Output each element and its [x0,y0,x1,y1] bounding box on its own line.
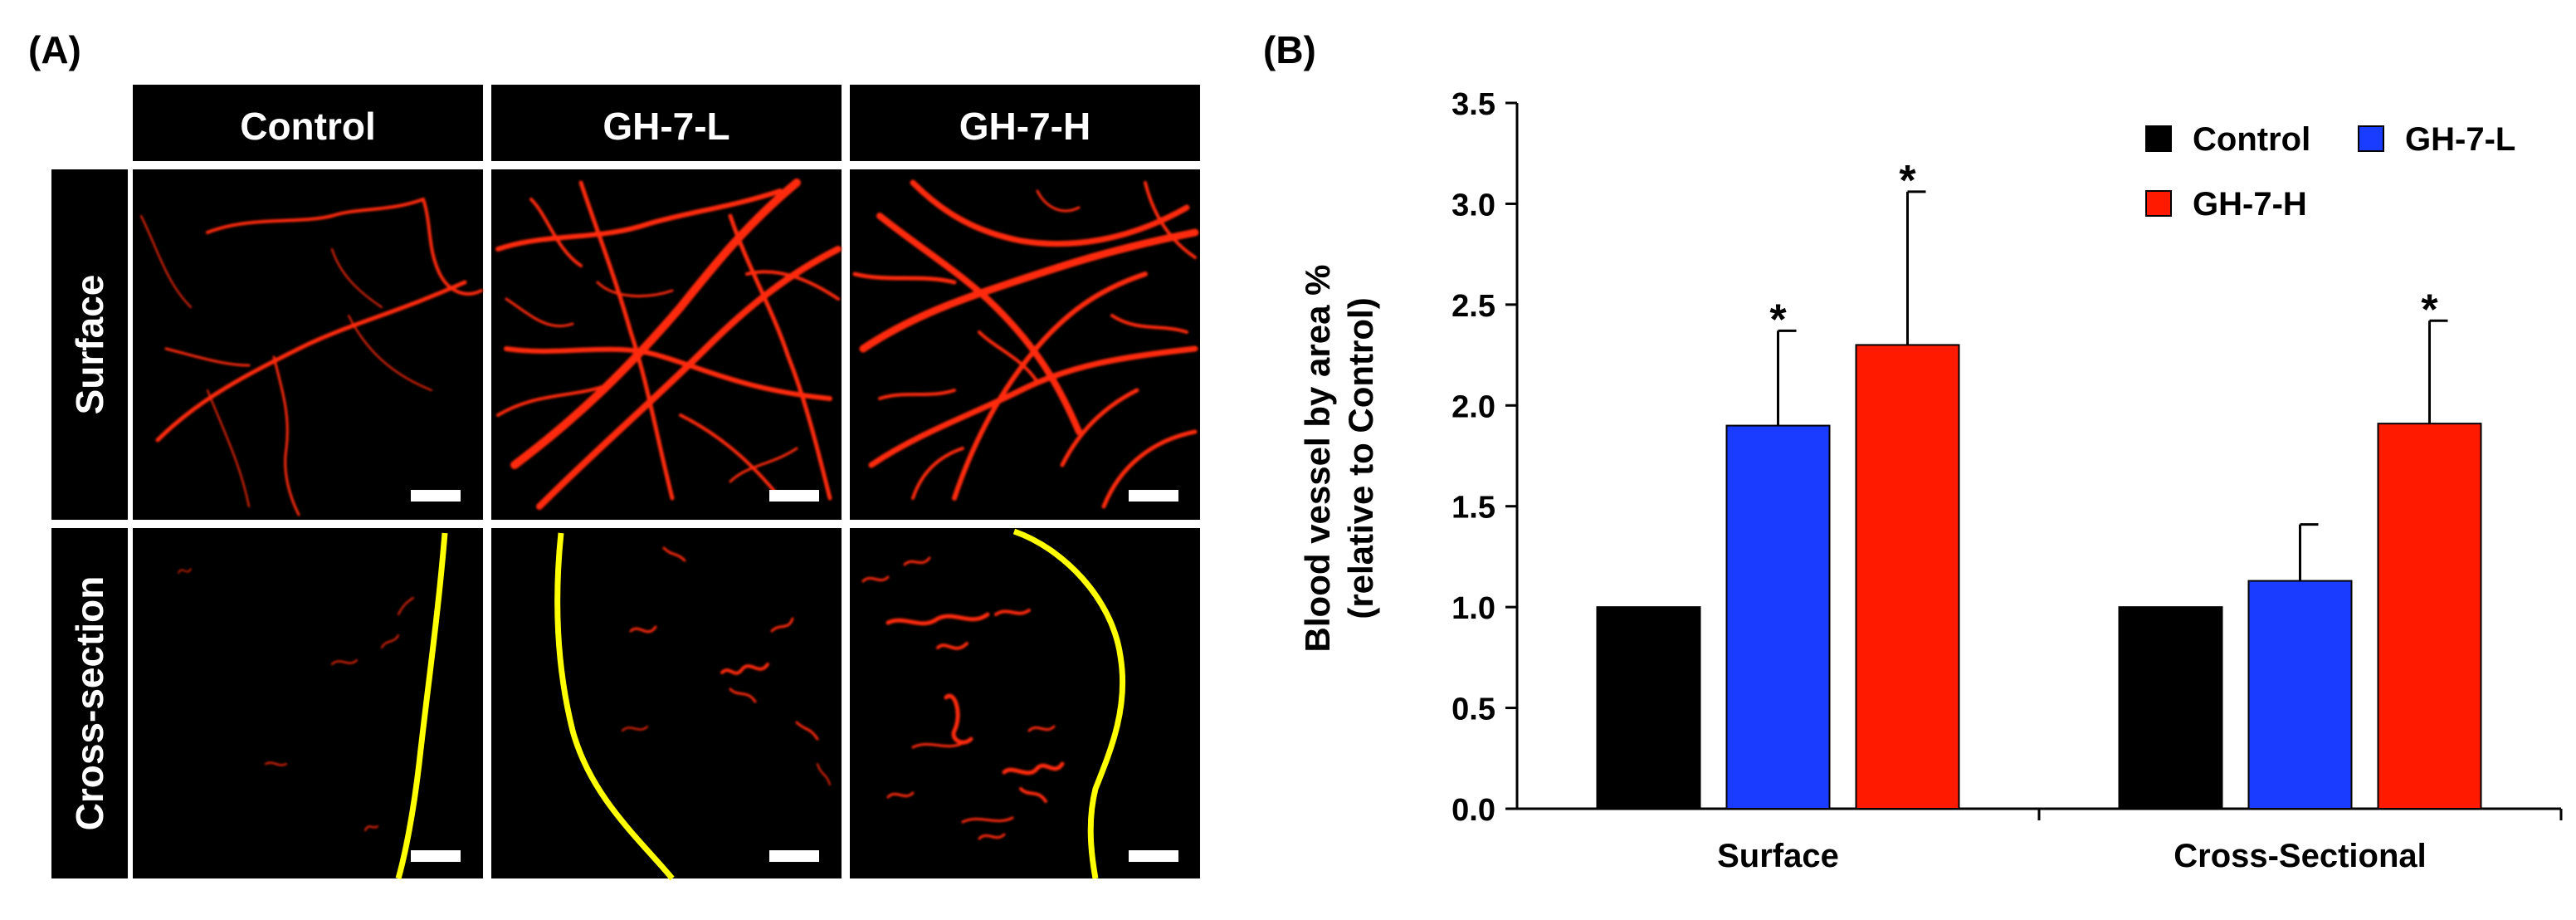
significance-marker: * [2421,286,2438,334]
x-category-label: Surface [1717,838,1839,874]
micrograph-cross-section-control [133,528,483,879]
row-label-surface-bg [51,169,128,520]
column-header-control-bg [133,85,483,161]
column-header-gh7l: GH-7-L [603,105,729,148]
panel-a-label: (A) [28,28,81,71]
micrograph-surface-gh7h [850,169,1200,520]
bar-gh-7-l-cross-sectional [2247,580,2353,810]
legend-label: GH-7-H [2193,186,2307,223]
bar-chart: 0.0 0.5 1.0 1.5 2.0 2.5 3.0 3.5 Blood vessel by … [1298,87,2563,874]
y-tick-label: 1.5 [1451,491,1495,526]
y-tick-label: 2.0 [1451,389,1495,424]
bar-control-cross-sectional [2118,606,2223,810]
micrograph-grid [133,169,1200,881]
y-tick-label: 2.5 [1451,289,1495,324]
column-header-gh7h-bg [850,85,1200,161]
row-label-cross-section: Cross-section [68,576,111,831]
panel-b-label: (B) [1263,28,1316,71]
micrograph-cross-section-gh7h [850,528,1200,879]
legend-swatch [2145,125,2172,152]
micrograph-cross-section-gh7l [491,528,842,881]
row-label-surface: Surface [68,275,111,415]
legend-label: GH-7-L [2405,121,2515,158]
y-tick-label: 3.5 [1451,87,1495,122]
legend-label: Control [2193,121,2310,158]
column-header-control: Control [240,105,376,148]
y-tick-label: 1.0 [1451,591,1495,626]
legend-swatch [2358,125,2384,152]
column-header-gh7l-bg [491,85,842,161]
micrograph-surface-gh7l [491,169,842,520]
y-tick-label: 0.0 [1451,793,1495,828]
column-header-gh7h: GH-7-H [959,105,1090,148]
legend-swatch [2145,190,2172,217]
bar-gh-7-h-surface [1855,344,1960,810]
bar-gh-7-h-cross-sectional [2377,423,2482,810]
micrograph-surface-control [133,169,483,520]
y-tick-label: 3.0 [1451,188,1495,223]
significance-marker: * [1769,296,1787,344]
bar-gh-7-l-surface [1725,424,1831,810]
bar-control-surface [1596,606,1701,810]
row-label-cross-section-bg [51,528,128,878]
y-tick-label: 0.5 [1451,692,1495,727]
y-axis-label-secondary: (relative to Control) [1341,297,1380,619]
y-axis-label: Blood vessel by area % [1298,265,1337,653]
significance-marker: * [1899,157,1916,205]
x-category-label: Cross-Sectional [2174,838,2427,874]
